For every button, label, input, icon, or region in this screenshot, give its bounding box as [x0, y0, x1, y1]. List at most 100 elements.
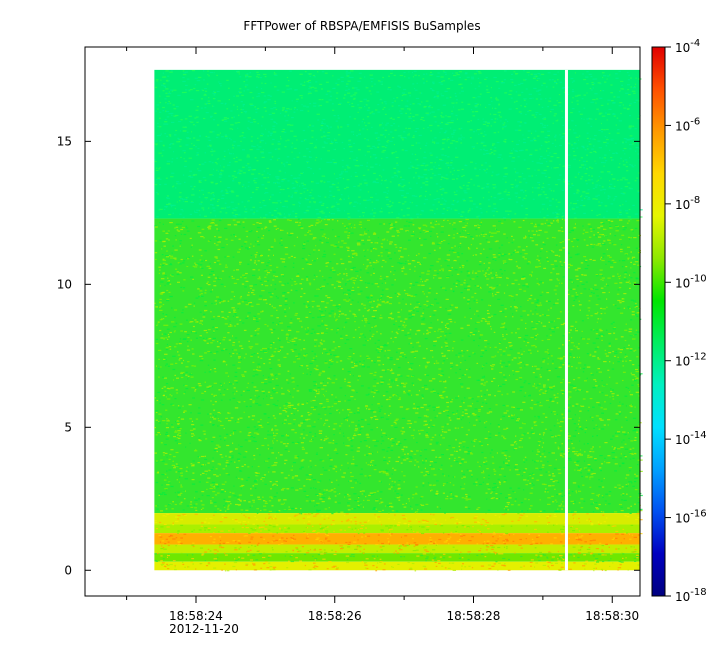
noise-speck: [263, 500, 266, 502]
noise-speck: [407, 127, 411, 130]
noise-speck: [221, 190, 224, 192]
noise-speck: [322, 467, 324, 469]
noise-speck: [231, 191, 235, 193]
noise-speck: [248, 301, 253, 304]
noise-speck: [362, 118, 365, 120]
noise-speck: [311, 189, 313, 191]
noise-speck: [507, 120, 509, 123]
noise-speck: [298, 152, 301, 154]
noise-speck: [418, 345, 421, 347]
noise-speck: [494, 395, 496, 397]
noise-speck: [249, 103, 253, 105]
noise-speck: [229, 206, 231, 208]
noise-speck: [460, 134, 462, 136]
noise-speck: [561, 110, 563, 112]
noise-speck: [557, 469, 561, 471]
noise-speck: [595, 102, 597, 104]
noise-speck: [385, 145, 388, 147]
noise-speck: [601, 428, 605, 430]
noise-speck: [543, 187, 546, 189]
noise-speck: [345, 89, 348, 91]
noise-speck: [419, 305, 422, 307]
noise-speck: [291, 377, 295, 379]
noise-speck: [580, 178, 583, 180]
noise-speck: [271, 497, 273, 499]
noise-speck: [256, 71, 259, 73]
noise-speck: [267, 172, 269, 174]
noise-speck: [479, 168, 481, 171]
noise-speck: [353, 159, 357, 161]
noise-speck: [385, 418, 390, 420]
noise-speck: [458, 139, 460, 141]
noise-speck: [237, 203, 240, 205]
noise-speck: [267, 448, 269, 450]
noise-speck: [257, 107, 260, 110]
noise-speck: [335, 142, 338, 144]
noise-speck: [491, 175, 493, 177]
noise-speck: [482, 148, 485, 150]
noise-speck: [549, 160, 553, 162]
noise-speck: [366, 357, 371, 359]
noise-speck: [182, 150, 186, 152]
noise-speck: [386, 193, 389, 195]
noise-speck: [171, 508, 174, 510]
noise-speck: [257, 428, 259, 430]
noise-speck: [251, 354, 254, 356]
noise-speck: [262, 148, 264, 151]
noise-speck: [485, 76, 488, 79]
noise-speck: [261, 116, 264, 118]
noise-speck: [252, 499, 254, 501]
noise-speck: [388, 108, 390, 110]
noise-speck: [397, 171, 401, 173]
noise-speck: [263, 73, 267, 75]
noise-speck: [460, 187, 463, 189]
noise-speck: [286, 434, 287, 436]
noise-speck: [195, 90, 200, 92]
noise-speck: [392, 118, 395, 120]
noise-speck: [598, 201, 600, 203]
noise-speck: [525, 113, 527, 116]
noise-speck: [418, 175, 421, 178]
noise-speck: [319, 239, 322, 241]
noise-speck: [523, 191, 525, 193]
noise-speck: [411, 382, 414, 384]
noise-speck: [486, 121, 490, 123]
noise-speck: [373, 180, 376, 182]
noise-speck: [213, 72, 215, 74]
noise-speck: [261, 184, 265, 186]
noise-speck: [370, 461, 373, 463]
noise-speck: [580, 196, 582, 198]
noise-speck: [629, 144, 633, 146]
noise-speck: [320, 88, 323, 90]
noise-speck: [629, 135, 633, 137]
noise-speck: [553, 80, 556, 82]
noise-speck: [448, 78, 451, 80]
noise-speck: [425, 436, 430, 438]
noise-speck: [213, 105, 215, 107]
noise-speck: [161, 474, 165, 476]
noise-speck: [442, 203, 446, 205]
noise-speck: [476, 478, 479, 480]
noise-speck: [416, 182, 418, 184]
noise-speck: [239, 470, 243, 472]
noise-speck: [166, 135, 168, 137]
noise-speck: [180, 228, 184, 231]
noise-speck: [571, 101, 573, 103]
noise-speck: [345, 454, 348, 456]
noise-speck: [553, 220, 555, 222]
noise-speck: [410, 218, 414, 220]
noise-speck: [180, 119, 183, 121]
noise-speck: [488, 205, 491, 207]
noise-speck: [223, 382, 225, 384]
noise-speck: [438, 164, 440, 166]
noise-speck: [430, 235, 432, 237]
noise-speck: [550, 478, 553, 480]
noise-speck: [252, 400, 255, 402]
noise-speck: [411, 508, 413, 510]
noise-speck: [311, 181, 314, 183]
noise-speck: [471, 403, 474, 405]
noise-speck: [446, 449, 449, 451]
noise-speck: [262, 496, 264, 498]
noise-speck: [365, 207, 367, 209]
noise-speck: [540, 438, 543, 440]
